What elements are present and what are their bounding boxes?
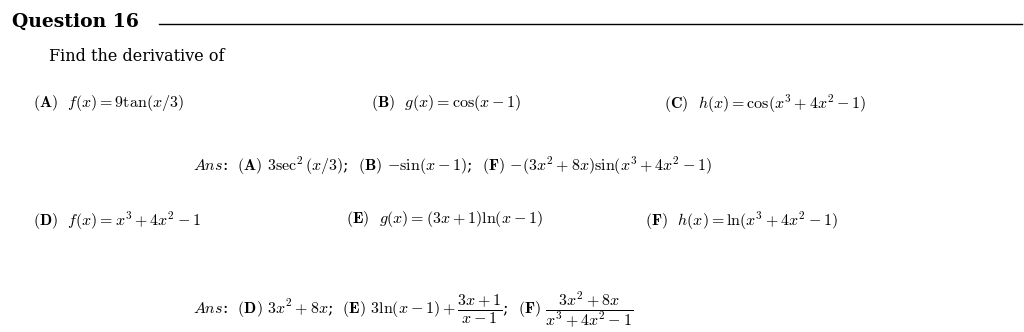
- Text: $\mathbf{(B)}$  $g(x) = \cos(x-1)$: $\mathbf{(B)}$ $g(x) = \cos(x-1)$: [371, 93, 521, 113]
- Text: Question 16: Question 16: [12, 13, 139, 31]
- Text: $\mathbf{(F)}$  $h(x) = \ln(x^3 + 4x^2 - 1)$: $\mathbf{(F)}$ $h(x) = \ln(x^3 + 4x^2 - …: [645, 209, 838, 232]
- Text: $\mathbf{(C)}$  $h(x) = \cos(x^3 + 4x^2 - 1)$: $\mathbf{(C)}$ $h(x) = \cos(x^3 + 4x^2 -…: [664, 93, 866, 116]
- Text: $\mathbf{(D)}$  $f(x) = x^3 + 4x^2 - 1$: $\mathbf{(D)}$ $f(x) = x^3 + 4x^2 - 1$: [33, 209, 201, 232]
- Text: $\mathbf{(E)}$  $g(x) = (3x + 1)\ln(x - 1)$: $\mathbf{(E)}$ $g(x) = (3x + 1)\ln(x - 1…: [346, 209, 543, 229]
- Text: $\mathit{Ans}$:  $\mathbf{(D)}$ $3x^2 + 8x$;  $\mathbf{(E)}$ $3\ln(x-1) + \dfrac: $\mathit{Ans}$: $\mathbf{(D)}$ $3x^2 + 8…: [193, 289, 633, 330]
- Text: Find the derivative of: Find the derivative of: [49, 48, 224, 65]
- Text: $\mathit{Ans}$:  $\mathbf{(A)}$ $3\sec^2(x/3)$;  $\mathbf{(B)}$ $-\sin(x-1)$;  $: $\mathit{Ans}$: $\mathbf{(A)}$ $3\sec^2(…: [193, 154, 712, 177]
- Text: $\mathbf{(A)}$  $f(x) = 9\tan(x/3)$: $\mathbf{(A)}$ $f(x) = 9\tan(x/3)$: [33, 93, 183, 113]
